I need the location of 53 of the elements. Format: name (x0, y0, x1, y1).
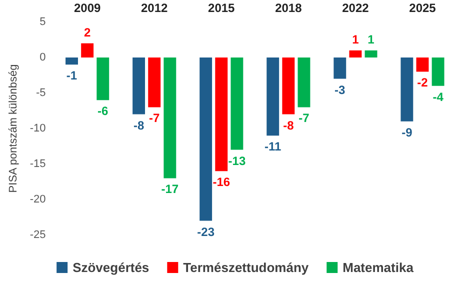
data-label: -2 (417, 76, 428, 90)
data-label: -4 (432, 90, 444, 104)
bar (230, 58, 244, 150)
y-tick-label: 0 (40, 52, 46, 64)
y-axis-title: PISA pontszám különbség (8, 64, 20, 193)
data-label: -3 (334, 82, 346, 97)
y-tick-label: -15 (30, 158, 46, 170)
x-tick-label: 2018 (275, 1, 302, 15)
bar (66, 58, 78, 65)
data-label: -13 (228, 154, 246, 168)
y-tick-label: -5 (36, 87, 46, 99)
data-label: -6 (98, 104, 109, 118)
data-label: -16 (212, 175, 230, 190)
bar (334, 58, 346, 79)
x-tick-label: 2009 (74, 1, 101, 15)
bar (148, 58, 161, 108)
data-label: 2 (84, 25, 91, 40)
bar (266, 58, 280, 136)
data-label: -9 (402, 125, 413, 140)
data-label: -8 (283, 118, 294, 132)
bar (132, 58, 146, 114)
data-label: 1 (352, 32, 360, 46)
bar (364, 50, 378, 58)
bar (282, 58, 295, 114)
bar (400, 58, 414, 122)
y-tick-label: -20 (30, 194, 46, 206)
x-tick-label: 2022 (342, 1, 370, 15)
data-label: -23 (197, 224, 215, 239)
bar (416, 58, 429, 72)
x-tick-label: 2015 (208, 1, 236, 15)
data-label: -8 (133, 118, 144, 132)
bar (298, 58, 310, 108)
y-tick-label: -10 (30, 122, 46, 134)
bar (349, 50, 362, 58)
legend-label: Természettudomány (183, 260, 310, 275)
bar (164, 58, 176, 178)
data-label: -1 (66, 68, 78, 83)
data-label: -7 (149, 111, 160, 126)
data-label: -17 (161, 182, 179, 196)
x-tick-label: 2025 (409, 1, 436, 15)
y-tick-label: 5 (40, 16, 46, 28)
data-label: -7 (298, 111, 310, 126)
bar (432, 58, 444, 86)
x-tick-label: 2012 (140, 1, 168, 15)
bar (81, 43, 94, 58)
legend-label: Matematika (342, 260, 414, 275)
y-tick-label: -25 (30, 229, 46, 241)
data-label: 1 (368, 32, 375, 46)
bar (215, 58, 228, 172)
data-label: -11 (264, 140, 282, 154)
bar (200, 58, 212, 221)
legend-label: Szövegértés (72, 260, 150, 275)
bar (96, 58, 110, 100)
